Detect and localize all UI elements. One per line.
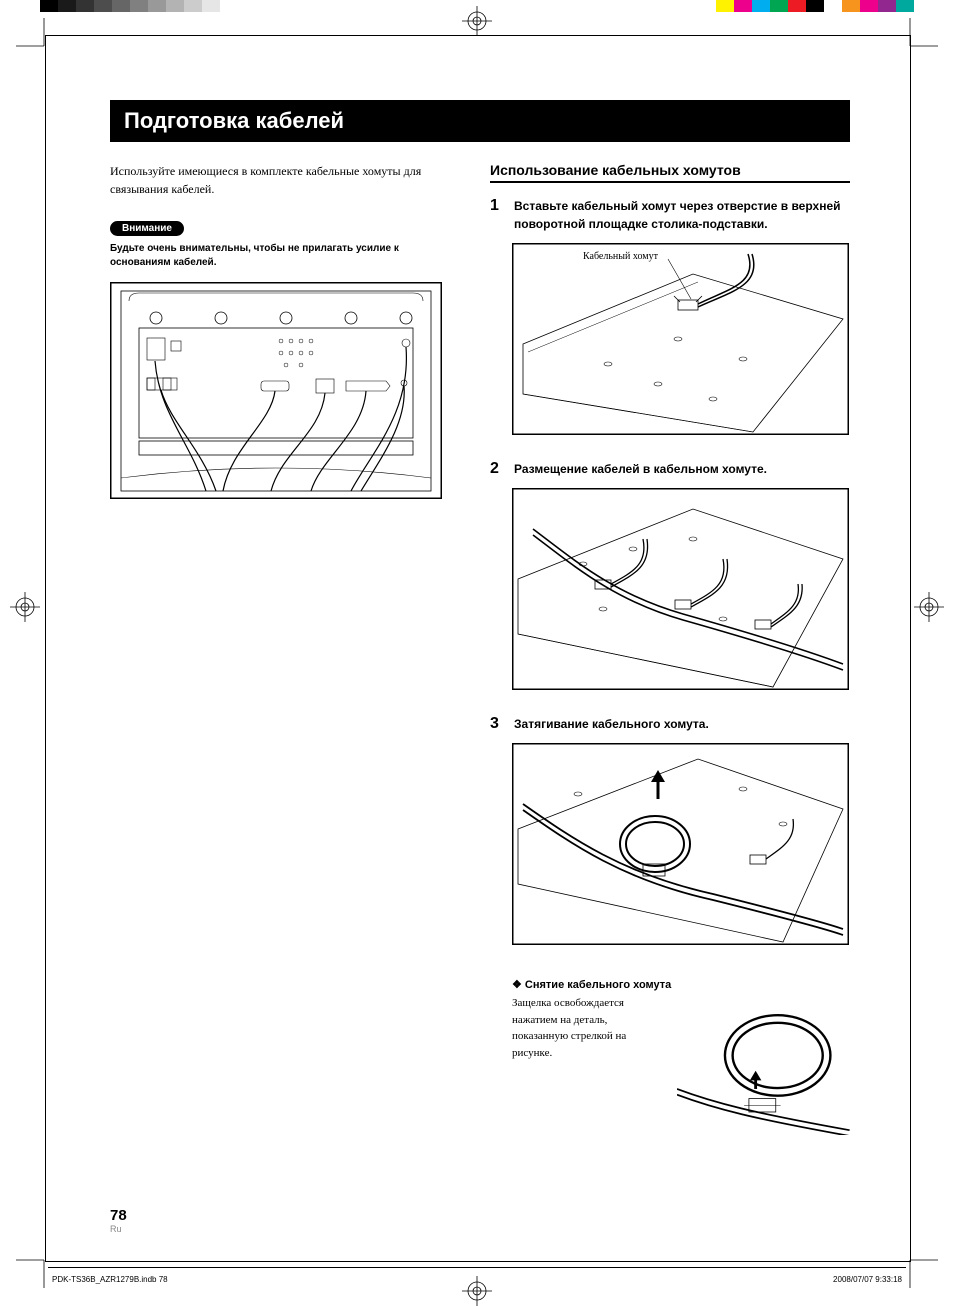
figure-step-2 [512, 488, 849, 690]
step-text: Вставьте кабельный хомут через отверстие… [514, 197, 850, 233]
page-number: 78 Ru [110, 1207, 127, 1234]
step-2: 2 Размещение кабелей в кабельном хомуте. [490, 460, 850, 478]
color-bar [716, 0, 914, 12]
page-content: Подготовка кабелей Используйте имеющиеся… [110, 100, 850, 1135]
reg-mark-bottom [462, 1276, 492, 1306]
reg-mark-right [914, 592, 944, 622]
step-text: Затягивание кабельного хомута. [514, 715, 709, 733]
step-3: 3 Затягивание кабельного хомута. [490, 715, 850, 733]
left-column: Используйте имеющиеся в комплекте кабель… [110, 162, 460, 1135]
footer-date: 2008/07/07 9:33:18 [833, 1275, 902, 1284]
section-heading: Использование кабельных хомутов [490, 162, 850, 183]
step-1: 1 Вставьте кабельный хомут через отверст… [490, 197, 850, 233]
step-number: 2 [490, 460, 504, 478]
intro-text: Используйте имеющиеся в комплекте кабель… [110, 162, 460, 198]
removal-text: Защелка освобождается нажатием на деталь… [512, 995, 665, 1061]
reg-mark-top [462, 6, 492, 36]
figure-removal [677, 995, 850, 1135]
page-title: Подготовка кабелей [110, 100, 850, 142]
step-text: Размещение кабелей в кабельном хомуте. [514, 460, 767, 478]
callout-label: Кабельный хомут [583, 251, 659, 262]
caution-badge: Внимание [110, 221, 184, 236]
figure-step-1: Кабельный хомут [512, 243, 849, 435]
right-column: Использование кабельных хомутов 1 Вставь… [490, 162, 850, 1135]
figure-back-panel [110, 282, 442, 499]
figure-step-3 [512, 743, 849, 945]
removal-heading: ❖ Снятие кабельного хомута [512, 978, 850, 991]
footer-rule [48, 1267, 906, 1268]
page-number-value: 78 [110, 1207, 127, 1224]
reg-mark-left [10, 592, 40, 622]
grayscale-bar [40, 0, 238, 12]
caution-text: Будьте очень внимательны, чтобы не прила… [110, 242, 460, 270]
step-number: 3 [490, 715, 504, 733]
footer-file: PDK-TS36B_AZR1279B.indb 78 [52, 1275, 168, 1284]
page-lang: Ru [110, 1224, 127, 1234]
step-number: 1 [490, 197, 504, 233]
